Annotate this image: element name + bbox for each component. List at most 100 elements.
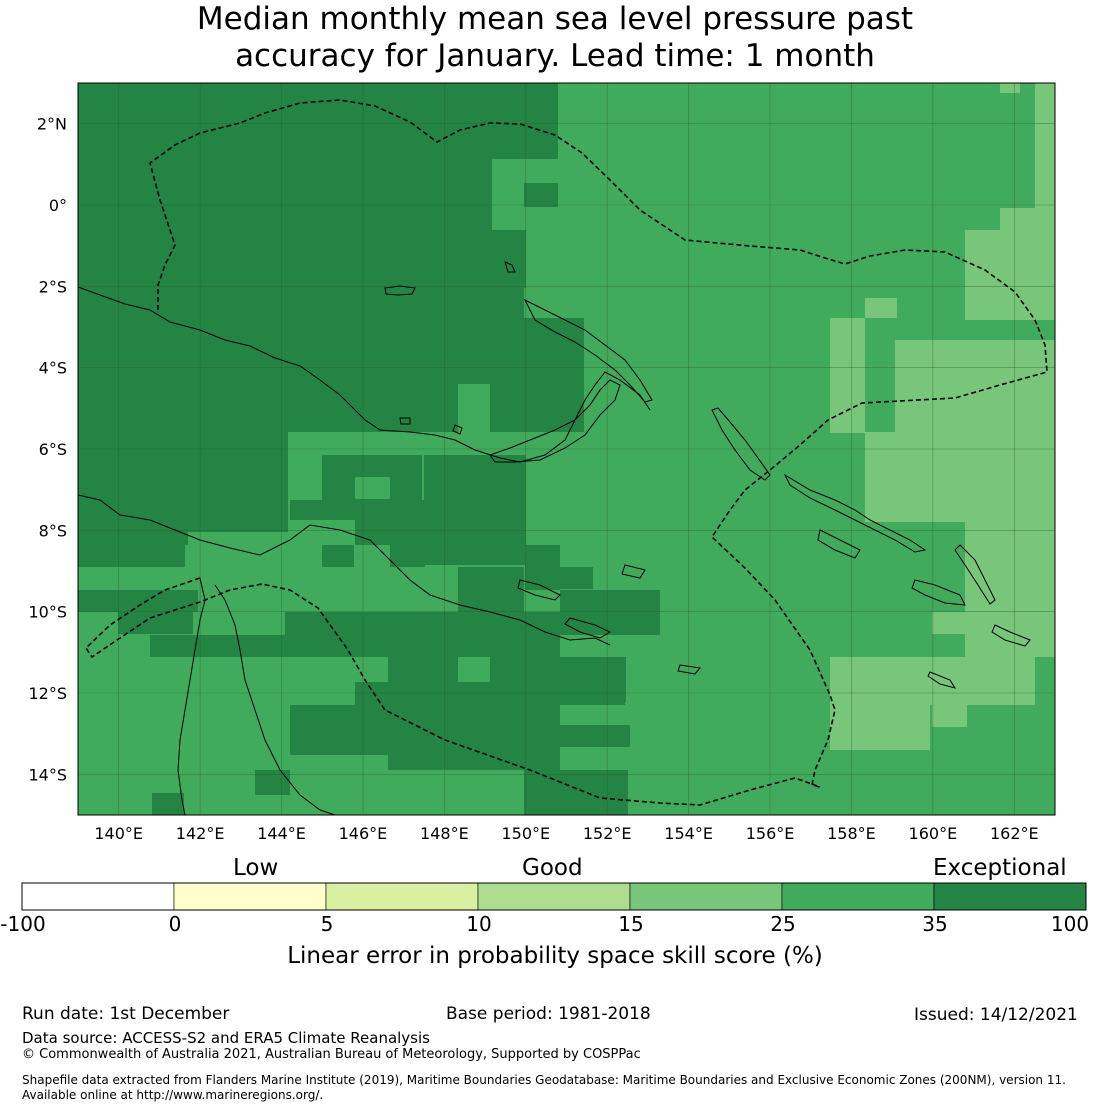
- skill-cell: [288, 432, 488, 454]
- skill-cell: [932, 705, 967, 727]
- category-exceptional: Exceptional: [933, 855, 1067, 881]
- skill-cell: [830, 705, 930, 750]
- colorbar-tick: 25: [770, 912, 796, 936]
- skill-cell: [355, 477, 390, 499]
- category-good: Good: [522, 855, 583, 881]
- skill-cell: [78, 482, 288, 532]
- skill-cell: [78, 318, 584, 384]
- lat-tick-label: 8°S: [39, 521, 67, 540]
- lon-tick-label: 144°E: [257, 824, 306, 843]
- lon-tick-label: 154°E: [664, 824, 713, 843]
- skill-cell: [255, 770, 290, 795]
- skill-cell: [560, 725, 630, 747]
- lat-tick-label: 2°N: [37, 115, 67, 134]
- skill-cell: [220, 567, 290, 589]
- colorbar-bin: [325, 882, 479, 911]
- colorbar-title: Linear error in probability space skill …: [287, 943, 823, 969]
- skill-cell: [78, 532, 188, 567]
- skill-cell: [78, 590, 198, 612]
- shapefile-credit-line-2: Available online at http://www.marinereg…: [22, 1088, 324, 1102]
- category-low: Low: [233, 855, 279, 881]
- skill-cell: [290, 500, 355, 520]
- lat-tick-label: 6°S: [39, 440, 67, 459]
- skill-cell: [965, 230, 1055, 320]
- lon-tick-label: 140°E: [94, 824, 143, 843]
- map-frame: [77, 82, 1056, 816]
- skill-cell: [152, 793, 184, 815]
- colorbar: [21, 882, 1087, 911]
- png-eez-boundary: [84, 99, 1048, 806]
- graticule: [78, 83, 1055, 815]
- skill-cell: [560, 590, 660, 635]
- skill-cell: [830, 318, 865, 433]
- admiralty-islands-coastline: [384, 261, 516, 435]
- skill-cell: [355, 500, 425, 545]
- copyright: © Commonwealth of Australia 2021, Austra…: [22, 1047, 641, 1062]
- lat-tick-label: 2°S: [39, 277, 67, 296]
- colorbar-tick: 10: [466, 912, 492, 936]
- shapefile-credit-line-1: Shapefile data extracted from Flanders M…: [22, 1073, 1066, 1087]
- lon-tick-label: 156°E: [746, 824, 795, 843]
- run-date: Run date: 1st December: [22, 1004, 230, 1024]
- colorbar-tick: 5: [320, 912, 334, 936]
- skill-cell: [78, 567, 198, 589]
- map-title-line-2: accuracy for January. Lead time: 1 month: [235, 38, 875, 74]
- skill-cell: [322, 545, 354, 567]
- skill-cell: [865, 432, 965, 522]
- colorbar-bin: [173, 882, 327, 911]
- lon-tick-label: 142°E: [176, 824, 225, 843]
- issued-date: Issued: 14/12/2021: [914, 1005, 1078, 1025]
- lon-tick-label: 152°E: [583, 824, 632, 843]
- skill-cell: [78, 384, 458, 432]
- skill-cell: [285, 612, 560, 657]
- colorbar-bin: [477, 882, 631, 911]
- lat-tick-label: 0°: [49, 196, 67, 215]
- latitude-labels: 2°N 0° 2°S 4°S 6°S 8°S 10°S 12°S 14°S: [28, 115, 67, 785]
- colorbar-tick: 0: [168, 912, 182, 936]
- skill-cell: [78, 159, 492, 230]
- cape-york-coastline: [177, 577, 336, 816]
- skill-cell: [388, 725, 560, 770]
- skill-cell: [390, 545, 425, 567]
- skill-cell: [1000, 208, 1055, 230]
- colorbar-bin: [629, 882, 783, 911]
- lon-tick-label: 150°E: [501, 824, 550, 843]
- skill-cell: [524, 183, 558, 207]
- lon-tick-label: 158°E: [827, 824, 876, 843]
- data-source: Data source: ACCESS-S2 and ERA5 Climate …: [22, 1029, 430, 1047]
- colorbar-bin: [21, 882, 175, 911]
- skill-cell: [118, 612, 193, 634]
- colorbar-tick: 15: [618, 912, 644, 936]
- skill-cell: [525, 545, 560, 590]
- skill-cell: [388, 657, 458, 682]
- colorbar-tick: -100: [0, 912, 46, 936]
- skill-cell: [830, 657, 1035, 705]
- skill-cell: [78, 288, 524, 318]
- eez-boundaries: [84, 99, 1048, 806]
- skill-cell: [524, 770, 628, 815]
- map-title-line-1: Median monthly mean sea level pressure p…: [196, 1, 914, 37]
- lat-tick-label: 14°S: [28, 765, 67, 784]
- skill-cell: [150, 635, 285, 657]
- lat-tick-label: 10°S: [28, 603, 67, 622]
- skill-cell: [490, 384, 584, 432]
- new-britain-coastline: [489, 379, 621, 463]
- skill-cell: [1000, 83, 1020, 93]
- solomon-islands-coastline: [783, 473, 1031, 647]
- colorbar-frame: [21, 882, 1087, 911]
- lon-tick-label: 146°E: [339, 824, 388, 843]
- skill-cell: [560, 567, 593, 589]
- lon-tick-label: 148°E: [420, 824, 469, 843]
- skill-cell: [458, 567, 524, 612]
- lon-tick-label: 162°E: [990, 824, 1039, 843]
- louisiade-coastline: [517, 564, 957, 689]
- colorbar-tick: 35: [922, 912, 948, 936]
- skill-cell: [78, 432, 288, 482]
- skill-cell: [78, 83, 558, 159]
- skill-cell: [458, 384, 490, 409]
- skill-cell: [78, 230, 526, 288]
- colorbar-tick: 100: [1050, 912, 1090, 936]
- lon-tick-label: 160°E: [909, 824, 958, 843]
- new-ireland-coastline: [523, 298, 653, 403]
